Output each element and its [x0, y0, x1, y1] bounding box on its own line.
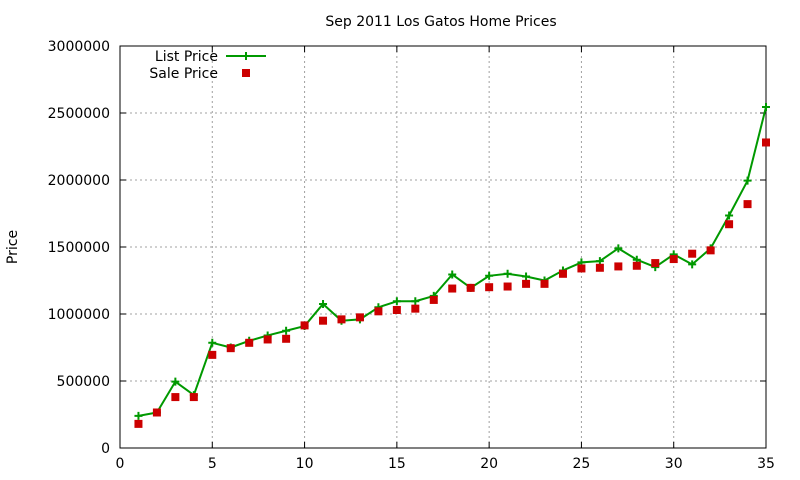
sale-price-point: [226, 344, 235, 353]
x-tick-label: 0: [116, 456, 125, 472]
list-price-point: [319, 299, 328, 308]
sale-price-point: [448, 284, 457, 293]
sale-price-point: [577, 264, 586, 273]
list-price-point: [171, 377, 180, 386]
x-tick-label: 35: [757, 456, 775, 472]
x-tick-label: 15: [388, 456, 406, 472]
y-tick-label: 0: [101, 441, 110, 457]
sale-price-point: [743, 200, 752, 209]
list-price-point: [522, 272, 531, 281]
legend-label: Sale Price: [149, 66, 218, 82]
series-marks: [134, 102, 770, 428]
sale-price-point: [651, 259, 660, 268]
list-price-point: [688, 260, 697, 269]
sale-price-point: [263, 335, 272, 344]
y-tick-label: 1000000: [48, 307, 110, 323]
sale-price-point: [558, 269, 567, 278]
list-price-point: [448, 270, 457, 279]
sale-price-point: [392, 305, 401, 314]
y-tick-label: 2500000: [48, 106, 110, 122]
y-tick-label: 500000: [57, 374, 110, 390]
sale-price-point: [762, 138, 770, 147]
x-tick-label: 30: [665, 456, 683, 472]
list-price-point: [411, 297, 420, 306]
list-price-point: [614, 244, 623, 253]
sale-price-point: [669, 255, 678, 264]
sale-price-point: [706, 246, 715, 255]
list-price-point: [762, 102, 770, 111]
list-price-point: [282, 326, 291, 335]
y-tick-label: 1500000: [48, 240, 110, 256]
grid-lines: [120, 46, 766, 448]
sale-price-point: [725, 220, 734, 229]
y-axis-label: Price: [5, 230, 21, 264]
sale-price-point: [632, 261, 641, 270]
y-tick-label: 2000000: [48, 173, 110, 189]
sale-price-point: [300, 321, 309, 330]
sale-price-point: [208, 350, 217, 359]
sale-price-point: [134, 419, 143, 428]
list-price-point: [485, 271, 494, 280]
list-price-point: [503, 269, 512, 278]
sale-price-point: [466, 283, 475, 292]
sale-price-point: [282, 334, 291, 343]
sale-price-point: [337, 315, 346, 324]
sale-price-point: [189, 393, 198, 402]
list-price-point: [392, 297, 401, 306]
legend-label: List Price: [155, 49, 218, 65]
sale-price-point: [522, 279, 531, 288]
legend-sale-price-marker: [242, 69, 250, 77]
y-tick-label: 3000000: [48, 39, 110, 55]
list-price-point: [208, 338, 217, 347]
chart-title: Sep 2011 Los Gatos Home Prices: [325, 14, 556, 30]
sale-price-point: [152, 408, 161, 417]
sale-price-point: [171, 393, 180, 402]
sale-price-point: [411, 304, 420, 313]
x-tick-label: 25: [573, 456, 591, 472]
sale-price-point: [540, 279, 549, 288]
list-price-point: [725, 211, 734, 220]
sale-price-point: [485, 283, 494, 292]
sale-price-point: [245, 338, 254, 347]
sale-price-point: [503, 282, 512, 291]
list-price-point: [743, 176, 752, 185]
sale-price-point: [319, 316, 328, 325]
sale-price-point: [355, 313, 364, 322]
x-tick-label: 5: [208, 456, 217, 472]
list-price-point: [242, 52, 250, 60]
sale-price-point: [374, 307, 383, 316]
list-price-point: [595, 257, 604, 266]
sale-price-point: [429, 295, 438, 304]
sale-price-point: [595, 263, 604, 272]
list-price-point: [134, 411, 143, 420]
sale-price-point: [614, 262, 623, 271]
axis-ticks: 0 5 10 15 20 25 30 35 0 500000 1000000 1500000 20000…: [48, 39, 775, 472]
sale-price-point: [688, 249, 697, 258]
x-tick-label: 20: [480, 456, 498, 472]
x-tick-label: 10: [296, 456, 314, 472]
